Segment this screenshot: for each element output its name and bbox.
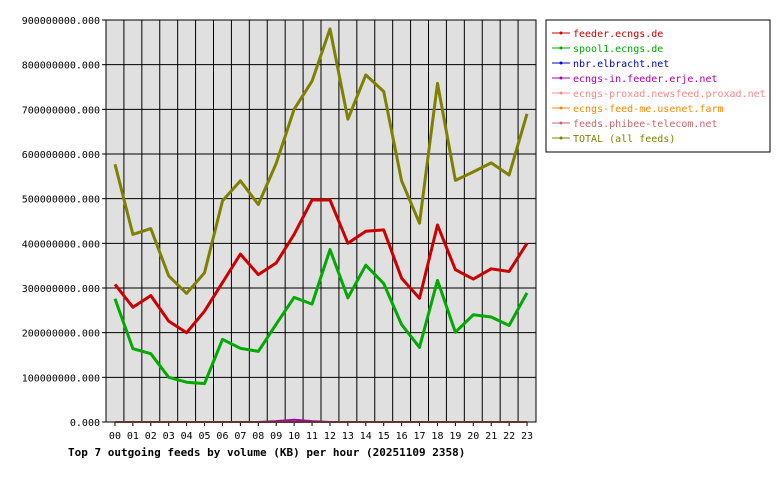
x-tick-label: 14 [360, 431, 372, 442]
x-tick-label: 00 [109, 431, 121, 442]
series-line [113, 198, 529, 335]
legend-marker [559, 61, 563, 65]
x-tick-label: 11 [306, 431, 318, 442]
x-tick-label: 09 [270, 431, 282, 442]
x-tick-label: 03 [163, 431, 175, 442]
legend: feeder.ecngs.de spool1.ecngs.de nbr.elbrac… [545, 19, 771, 153]
x-tick-label: 17 [414, 431, 426, 442]
legend-label: spool1.ecngs.de [573, 44, 663, 55]
x-tick-label: 20 [467, 431, 479, 442]
chart-title: Top 7 outgoing feeds by volume (KB) per … [68, 446, 465, 459]
legend-label: TOTAL (all feeds) [573, 134, 675, 145]
y-tick-label: 0.000 [70, 418, 100, 429]
x-tick-label: 16 [396, 431, 408, 442]
y-tick-label: 200000000.000 [22, 329, 100, 340]
legend-marker [559, 31, 563, 35]
legend-label: ecngs-feed-me.usenet.farm [573, 104, 724, 115]
y-tick-label: 500000000.000 [22, 195, 100, 206]
x-tick-label: 18 [431, 431, 443, 442]
legend-marker [559, 121, 563, 125]
series-line [113, 248, 529, 386]
x-tick-label: 07 [234, 431, 246, 442]
x-tick-label: 06 [216, 431, 228, 442]
x-tick-label: 08 [252, 431, 264, 442]
x-tick-label: 15 [378, 431, 390, 442]
legend-marker [559, 106, 563, 110]
x-tick-label: 05 [199, 431, 211, 442]
legend-marker [559, 136, 563, 140]
x-tick-label: 23 [521, 431, 533, 442]
x-tick-labels: 00 01 02 03 04 05 06 07 08 09 10 11 12 13 14 15 16 17 18 19… [109, 431, 533, 442]
y-tick-label: 600000000.000 [22, 150, 100, 161]
x-tick-label: 12 [324, 431, 336, 442]
x-tick-label: 04 [181, 431, 193, 442]
legend-label: ecngs-proxad.newsfeed.proxad.net [573, 89, 766, 100]
y-tick-label: 300000000.000 [22, 284, 100, 295]
y-tick-label: 700000000.000 [22, 105, 100, 116]
x-tick-label: 19 [449, 431, 461, 442]
legend-marker [559, 76, 563, 80]
x-tick-label: 01 [127, 431, 139, 442]
legend-label: feeder.ecngs.de [573, 29, 663, 40]
legend-label: feeds.phibee-telecom.net [573, 119, 718, 130]
y-tick-label: 100000000.000 [22, 373, 100, 384]
plot-border [105, 19, 537, 423]
legend-marker [559, 91, 563, 95]
y-tick-labels: 0.000 100000000.000 200000000.000 300000000… [22, 16, 100, 429]
legend-marker [559, 46, 563, 50]
x-tick-label: 21 [485, 431, 497, 442]
y-tick-label: 400000000.000 [22, 239, 100, 250]
y-tick-label: 800000000.000 [22, 61, 100, 72]
x-tick-label: 22 [503, 431, 515, 442]
x-tick-label: 13 [342, 431, 354, 442]
legend-label: ecngs-in.feeder.erje.net [573, 74, 718, 85]
grid [102, 19, 536, 426]
legend-box [545, 19, 771, 153]
legend-label: nbr.elbracht.net [573, 59, 669, 70]
x-tick-label: 10 [288, 431, 300, 442]
y-tick-label: 900000000.000 [22, 16, 100, 27]
series-line [113, 27, 529, 295]
x-tick-label: 02 [145, 431, 157, 442]
